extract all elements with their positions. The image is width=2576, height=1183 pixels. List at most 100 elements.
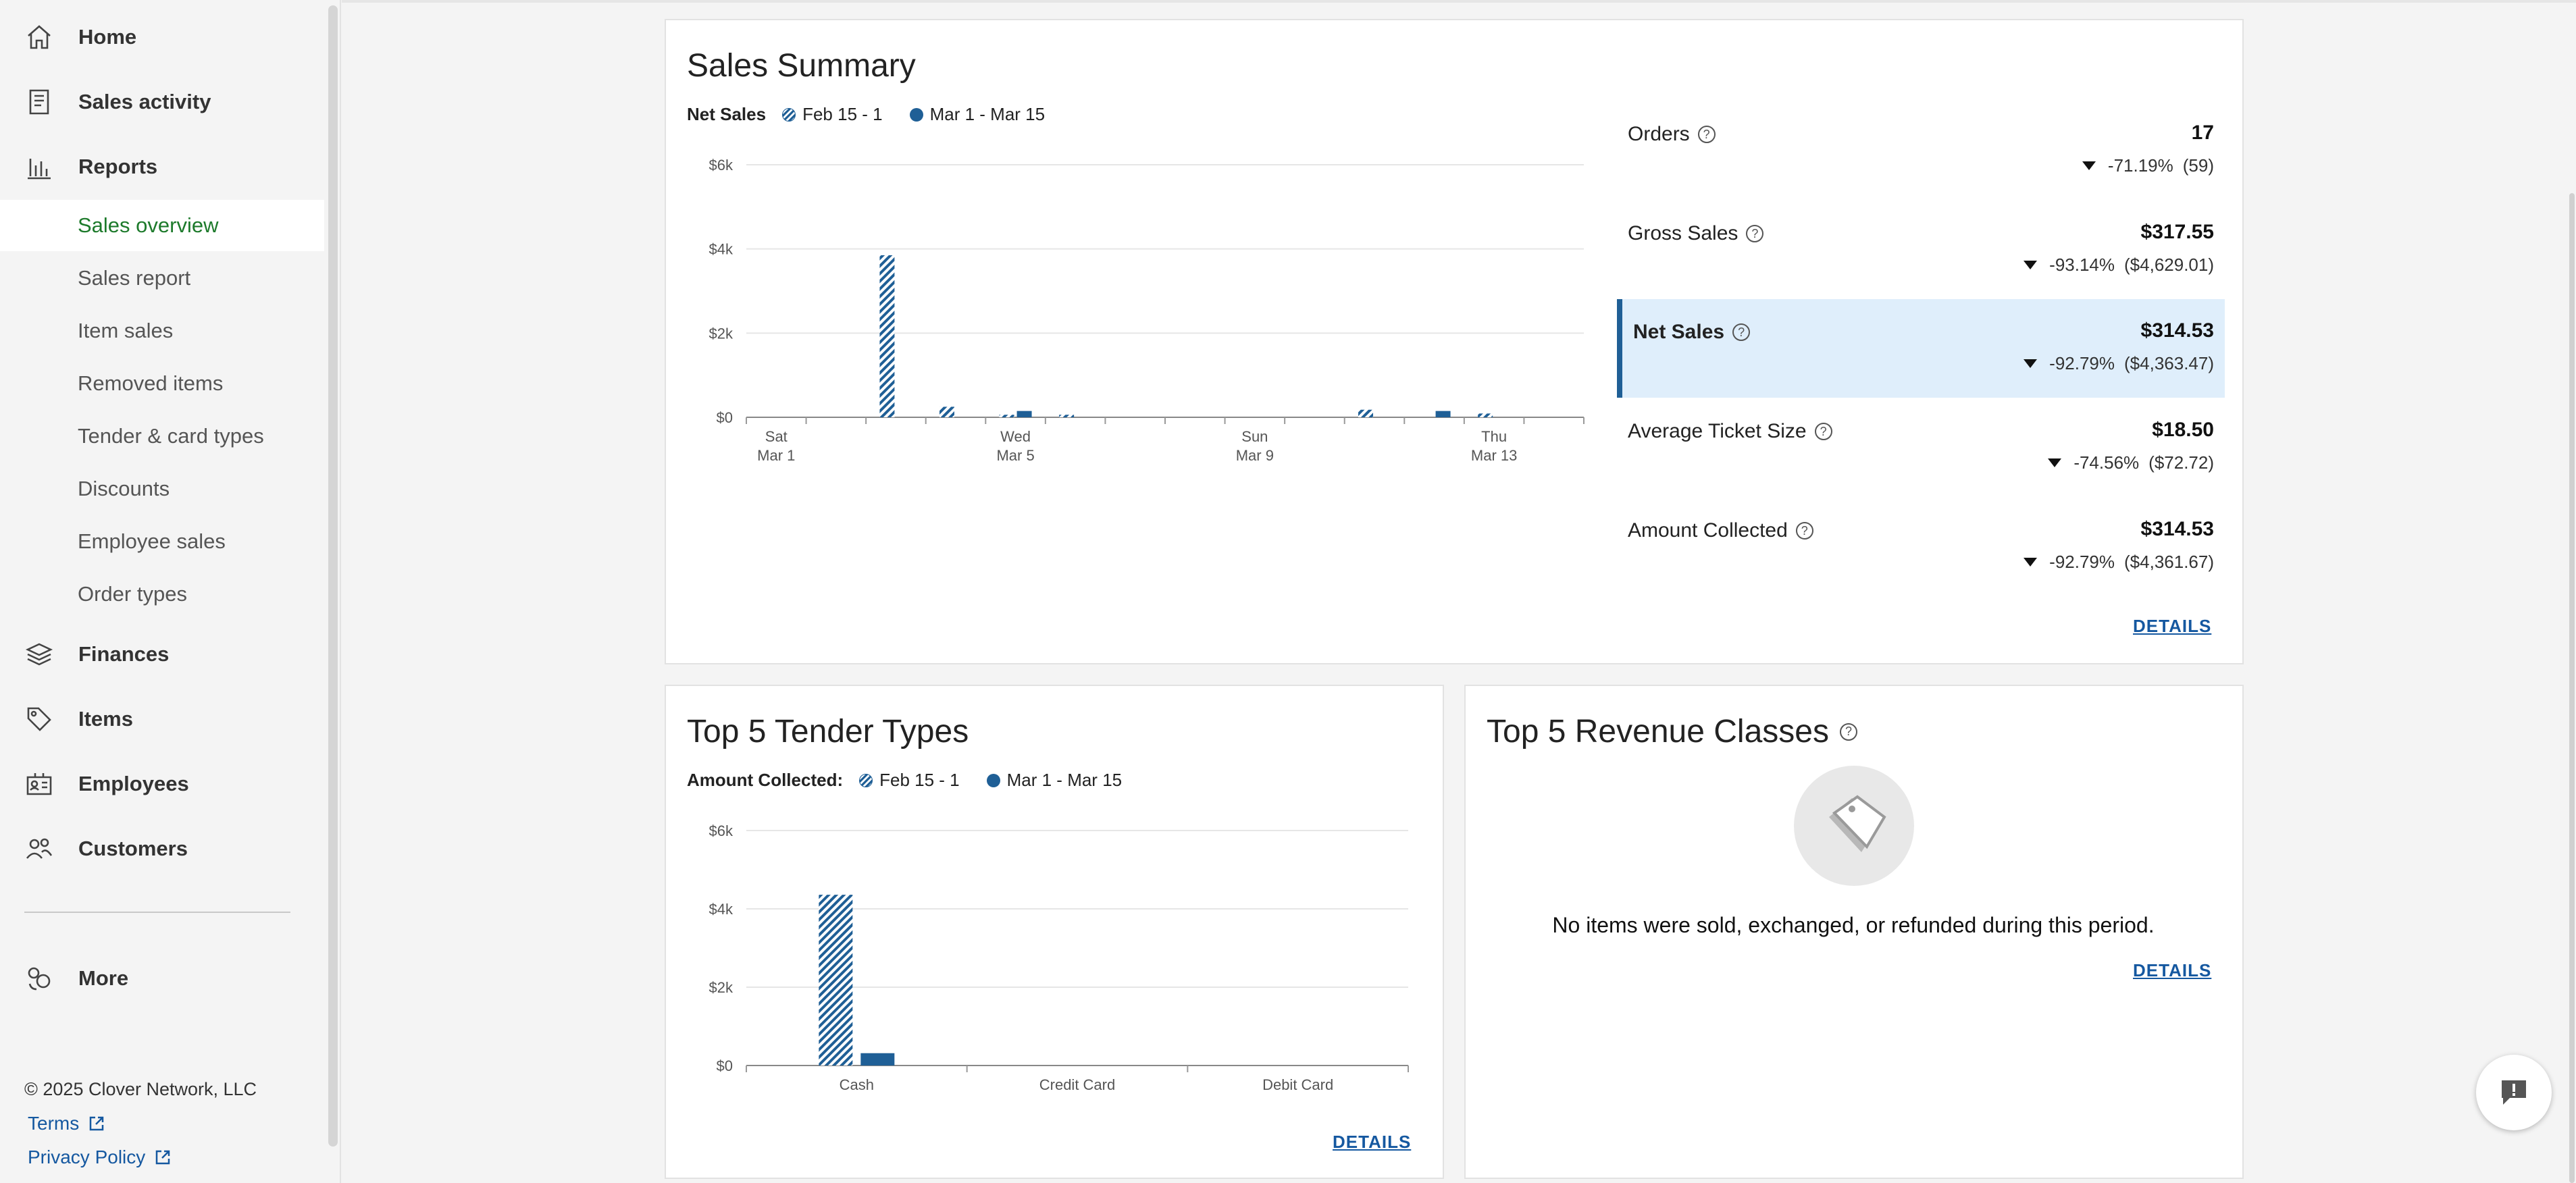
legend-prev-text: Feb 15 - 1 — [802, 104, 883, 124]
nav-finances-label: Finances — [78, 642, 170, 666]
metric-amount-collected-change: -92.79% ($4,361.67) — [2024, 552, 2214, 573]
metric-orders: Orders? 17 -71.19% (59) — [1617, 101, 2225, 200]
privacy-policy-link[interactable]: Privacy Policy — [28, 1147, 172, 1168]
nav-customers-label: Customers — [78, 837, 188, 860]
copyright-text: © 2025 Clover Network, LLC — [24, 1079, 257, 1099]
y-tick-label: $2k — [709, 979, 733, 996]
subnav-order-types[interactable]: Order types — [78, 582, 187, 606]
nav-reports-label: Reports — [78, 155, 158, 178]
help-icon[interactable]: ? — [1839, 722, 1857, 741]
metric-average-ticket-size-change: -74.56% ($72.72) — [2048, 452, 2214, 473]
x-tick-label: Debit Card — [1262, 1076, 1333, 1093]
nav-employees[interactable]: Employees — [0, 754, 324, 814]
help-icon[interactable]: ? — [1795, 522, 1813, 540]
metric-net-sales-name: Net Sales? — [1633, 321, 1751, 344]
metric-net-sales[interactable]: Net Sales? $314.53 -92.79% ($4,363.47) — [1617, 299, 2225, 398]
metric-average-ticket-size-value: $18.50 — [2152, 419, 2214, 441]
metric-amount-collected-value: $314.53 — [2140, 518, 2214, 540]
nav-items-label: Items — [78, 707, 133, 731]
sidebar-divider — [24, 912, 290, 913]
nav-sales-activity-label: Sales activity — [78, 90, 211, 113]
bar-prev-period — [819, 895, 853, 1066]
legend-curr-swatch — [909, 107, 923, 122]
sales-summary-details-link[interactable]: DETAILS — [2133, 616, 2212, 636]
subnav-item-sales[interactable]: Item sales — [78, 319, 174, 342]
help-icon[interactable]: ? — [1746, 225, 1764, 242]
metric-average-ticket-size: Average Ticket Size? $18.50 -74.56% ($72.… — [1617, 398, 2225, 497]
main-scrollbar[interactable] — [2569, 193, 2575, 1183]
down-arrow-icon — [2024, 558, 2038, 567]
nav-more-label: More — [78, 966, 129, 990]
help-icon[interactable]: ? — [1814, 423, 1832, 440]
legend-label: Net Sales — [687, 104, 767, 124]
tender-types-details-link[interactable]: DETAILS — [1333, 1132, 1412, 1152]
y-tick-label: $0 — [717, 409, 733, 426]
y-tick-label: $6k — [709, 157, 733, 174]
tender-types-chart: $0 $2k $4k $6k Cash Credit Card Debit Card — [709, 822, 1409, 1093]
tag-placeholder-icon — [1794, 766, 1914, 886]
legend-curr-text: Mar 1 - Mar 15 — [1006, 770, 1123, 790]
sidebar-scrollbar[interactable] — [328, 5, 338, 1147]
metric-net-sales-change: -92.79% ($4,363.47) — [2024, 353, 2214, 374]
nav-sales-activity[interactable]: Sales activity — [0, 72, 324, 132]
metric-orders-value: 17 — [2191, 122, 2214, 144]
nav-reports[interactable]: Reports — [0, 136, 324, 197]
metric-amount-collected-name: Amount Collected? — [1628, 519, 1813, 542]
legend-prev-swatch — [782, 107, 796, 122]
terms-link[interactable]: Terms — [28, 1113, 106, 1134]
feedback-button[interactable] — [2476, 1055, 2552, 1130]
metric-orders-change: -71.19% (59) — [2082, 155, 2214, 176]
subnav-discounts[interactable]: Discounts — [78, 477, 170, 500]
external-link-icon — [89, 1116, 104, 1131]
external-link-icon — [156, 1150, 170, 1165]
sidebar-edge — [340, 0, 341, 1183]
nav-customers[interactable]: Customers — [0, 818, 324, 879]
y-tick-label: $4k — [709, 901, 733, 918]
help-icon[interactable]: ? — [1732, 323, 1751, 341]
x-tick-label: Mar 1 — [757, 447, 795, 464]
legend-label: Amount Collected: — [687, 770, 844, 790]
bar-chart-icon — [24, 152, 54, 182]
x-tick-label: Cash — [840, 1076, 874, 1093]
tag-icon — [24, 704, 54, 734]
nav-home[interactable]: Home — [0, 7, 324, 68]
metric-amount-collected: Amount Collected? $314.53 -92.79% ($4,361… — [1617, 498, 2225, 596]
tender-types-title: Top 5 Tender Types — [687, 714, 969, 750]
down-arrow-icon — [2024, 261, 2038, 269]
sales-summary-legend: Net Sales Feb 15 - 1 Mar 1 - Mar 15 — [687, 104, 1072, 125]
sales-summary-title: Sales Summary — [687, 48, 916, 84]
legend-curr-text: Mar 1 - Mar 15 — [929, 104, 1046, 124]
subnav-sales-report[interactable]: Sales report — [78, 266, 191, 290]
x-tick-label: Thu — [1481, 428, 1507, 445]
subnav-tender-card-types[interactable]: Tender & card types — [78, 424, 264, 448]
tender-types-legend: Amount Collected: Feb 15 - 1 Mar 1 - Mar… — [687, 770, 1149, 791]
nav-finances[interactable]: Finances — [0, 624, 324, 685]
x-tick-label: Mar 13 — [1471, 447, 1517, 464]
subnav-removed-items[interactable]: Removed items — [78, 371, 224, 395]
y-tick-label: $4k — [709, 241, 733, 258]
terms-label: Terms — [28, 1113, 80, 1134]
revenue-classes-title: Top 5 Revenue Classes ? — [1487, 713, 1857, 750]
subnav-employee-sales[interactable]: Employee sales — [78, 529, 226, 553]
help-icon[interactable]: ? — [1697, 126, 1716, 143]
net-sales-chart: $0 $2k $4k $6k Sat Mar 1 Wed Mar 5 Sun Mar 9 Thu Ma… — [709, 157, 1585, 464]
metric-average-ticket-size-name: Average Ticket Size? — [1628, 420, 1832, 443]
privacy-policy-label: Privacy Policy — [28, 1147, 146, 1167]
bar-prev-period — [1358, 409, 1373, 417]
legend-curr-swatch — [986, 773, 1000, 787]
x-tick-label: Credit Card — [1039, 1076, 1115, 1093]
receipt-icon — [24, 87, 54, 117]
bar-prev-period — [1059, 415, 1075, 417]
nav-home-label: Home — [78, 25, 137, 49]
revenue-classes-details-link[interactable]: DETAILS — [2133, 960, 2212, 980]
nav-items[interactable]: Items — [0, 689, 324, 750]
x-tick-label: Sat — [765, 428, 788, 445]
subnav-sales-overview[interactable]: Sales overview — [0, 200, 324, 251]
top-border — [342, 0, 2576, 3]
legend-prev-swatch — [859, 773, 873, 787]
metric-net-sales-value: $314.53 — [2140, 319, 2214, 342]
y-tick-label: $0 — [717, 1057, 733, 1074]
y-tick-label: $6k — [709, 822, 733, 839]
nav-more[interactable]: More — [0, 948, 324, 1009]
x-tick-label: Mar 9 — [1236, 447, 1274, 464]
